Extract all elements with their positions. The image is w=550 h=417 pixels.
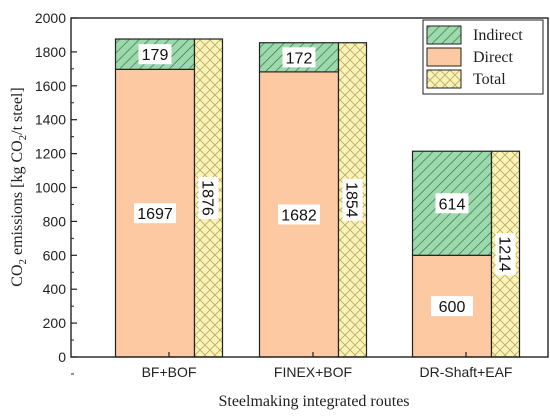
data-label-direct: 600 <box>439 299 466 316</box>
y-tick-label: 1000 <box>35 180 66 196</box>
data-label-total: 1854 <box>343 182 360 218</box>
data-label-bg <box>278 204 320 225</box>
legend: Indirect Direct Total <box>422 19 544 95</box>
data-label-direct: 1697 <box>137 206 173 223</box>
data-label-indirect: 179 <box>142 47 169 64</box>
legend-swatch-total <box>426 69 462 89</box>
y-axis-title: CO2 emissions [kg CO2/t steel] <box>9 87 29 286</box>
y-tick-label: 0 <box>58 349 66 365</box>
y-tick-label: 2000 <box>35 10 66 26</box>
data-label-bg <box>435 193 469 214</box>
y-tick-label: 600 <box>43 247 67 263</box>
y-tick-label: 400 <box>43 281 67 297</box>
y-tick-label: 1400 <box>35 112 66 128</box>
plot-area: 1697 179 1876 BF+BOF 1682 172 1854 FINEX+BOF 600… <box>35 10 549 380</box>
legend-swatch-indirect <box>426 25 462 45</box>
data-label-total: 1876 <box>199 180 216 216</box>
data-label-indirect: 614 <box>439 196 466 213</box>
data-label-direct: 1682 <box>281 207 317 224</box>
data-label-bg <box>134 203 176 224</box>
y-tick-label: 1800 <box>35 44 66 60</box>
data-label-bg <box>282 47 316 68</box>
legend-label-indirect: Indirect <box>473 27 523 44</box>
data-label-bg <box>342 178 363 221</box>
data-label-bg <box>431 296 473 317</box>
data-label-bg <box>198 177 219 220</box>
data-label-indirect: 172 <box>286 50 313 67</box>
y-tick-label: 1200 <box>35 146 66 162</box>
data-label-bg <box>495 233 516 276</box>
x-tick-label: DR-Shaft+EAF <box>420 364 513 380</box>
legend-swatch-direct <box>426 47 462 67</box>
y-tick-label: 200 <box>43 315 67 331</box>
x-axis-title: Steelmaking integrated routes <box>218 393 409 410</box>
y-tick-label: 1600 <box>35 78 66 94</box>
data-label-bg <box>138 44 172 65</box>
y-tick-label: 800 <box>43 213 67 229</box>
x-tick-label: BF+BOF <box>142 364 197 380</box>
legend-label-total: Total <box>473 71 506 88</box>
x-tick-label: FINEX+BOF <box>274 364 352 380</box>
legend-label-direct: Direct <box>473 49 514 66</box>
data-label-total: 1214 <box>496 236 513 272</box>
